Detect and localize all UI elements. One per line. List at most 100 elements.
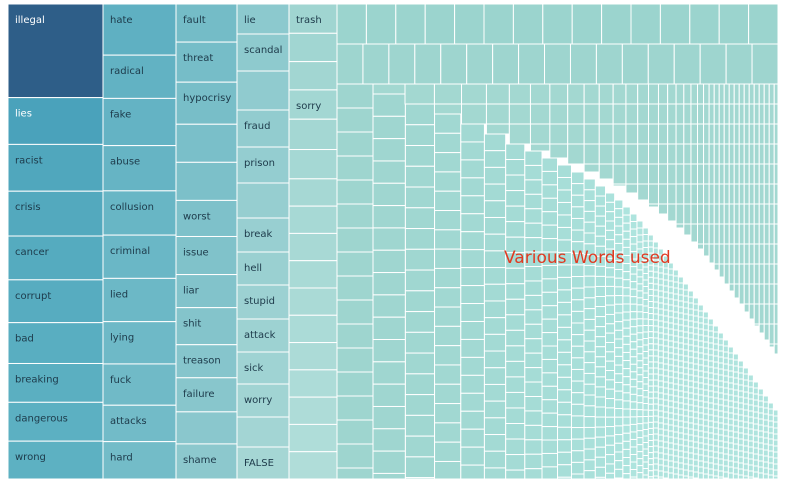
- small-word-tile: [722, 345, 729, 353]
- small-word-tile: [708, 143, 715, 165]
- small-word-tile: [557, 401, 572, 416]
- small-word-tile: [737, 360, 744, 368]
- small-word-tile: [652, 331, 659, 339]
- small-word-tile: [672, 311, 679, 319]
- small-word-tile: [460, 392, 485, 412]
- small-word-tile: [687, 476, 694, 480]
- small-word-tile: [524, 352, 543, 369]
- small-word-tile: [557, 164, 572, 178]
- small-word-tile: [768, 163, 775, 185]
- small-word-tile: [524, 150, 543, 166]
- small-word-tile: [642, 350, 649, 359]
- small-word-tile: [483, 3, 514, 45]
- small-word-tile: [657, 290, 664, 298]
- small-word-tile: [690, 103, 699, 125]
- small-word-tile: [434, 306, 462, 327]
- word-label-racist: racist: [15, 155, 43, 166]
- small-word-tile: [647, 367, 654, 375]
- small-word-tile: [768, 183, 775, 205]
- small-word-tile: [541, 157, 559, 172]
- small-word-tile: [372, 227, 406, 251]
- small-word-tile: [713, 183, 720, 205]
- small-word-tile: [682, 343, 689, 351]
- word-tile-failure: [175, 377, 238, 413]
- small-word-tile: [773, 283, 779, 305]
- word-label-worst: worst: [183, 211, 211, 222]
- small-word-tile: [652, 433, 659, 441]
- small-word-tile: [636, 290, 644, 299]
- word-tile-col3-2: [236, 70, 290, 111]
- small-word-tile: [637, 123, 650, 145]
- small-word-tile: [692, 423, 699, 431]
- small-word-tile: [712, 469, 719, 477]
- small-word-tile: [542, 3, 573, 45]
- small-word-tile: [682, 457, 689, 465]
- small-word-tile: [682, 325, 689, 333]
- small-word-tile: [747, 374, 754, 382]
- small-word-tile: [524, 367, 543, 383]
- word-tile-col4-11: [288, 314, 338, 344]
- small-word-tile: [557, 414, 572, 428]
- small-word-tile: [733, 203, 740, 225]
- small-word-tile: [692, 333, 699, 341]
- small-word-tile: [629, 446, 638, 455]
- small-word-tile: [404, 103, 436, 126]
- word-label-breaking: breaking: [15, 374, 59, 385]
- small-word-tile: [728, 283, 735, 292]
- small-word-tile: [722, 357, 729, 365]
- small-word-tile: [742, 433, 749, 441]
- small-word-tile: [672, 317, 679, 325]
- small-word-tile: [687, 290, 694, 298]
- small-word-tile: [372, 316, 406, 341]
- word-tile-col4-2: [288, 61, 338, 91]
- small-word-tile: [732, 443, 739, 451]
- small-word-tile: [752, 423, 759, 431]
- small-word-tile: [642, 311, 649, 320]
- small-word-tile: [648, 143, 659, 165]
- small-word-tile: [677, 462, 684, 470]
- small-word-tile: [768, 83, 775, 105]
- small-word-tile: [737, 372, 744, 380]
- small-word-tile: [541, 291, 559, 307]
- small-word-tile: [762, 437, 769, 445]
- small-word-tile: [737, 384, 744, 392]
- small-word-tile: [682, 313, 689, 321]
- small-word-tile: [372, 182, 406, 207]
- small-word-tile: [677, 330, 684, 338]
- small-word-tile: [692, 357, 699, 365]
- small-word-tile: [647, 343, 654, 351]
- small-word-tile: [687, 458, 694, 466]
- small-word-tile: [687, 398, 694, 406]
- word-tile-treason: [175, 344, 238, 379]
- small-word-tile: [652, 301, 659, 309]
- small-word-tile: [647, 421, 654, 429]
- small-word-tile: [372, 339, 406, 363]
- small-word-tile: [738, 123, 745, 145]
- small-word-tile: [657, 422, 664, 430]
- small-word-tile: [757, 460, 764, 468]
- small-word-tile: [725, 43, 753, 85]
- small-word-tile: [524, 309, 543, 325]
- small-word-tile: [742, 445, 749, 453]
- small-word-tile: [636, 437, 644, 446]
- small-word-tile: [713, 223, 720, 245]
- small-word-tile: [570, 427, 585, 440]
- small-word-tile: [697, 316, 704, 324]
- small-word-tile: [737, 390, 744, 398]
- small-word-tile: [773, 123, 779, 145]
- small-word-tile: [667, 430, 674, 438]
- small-word-tile: [604, 276, 616, 287]
- small-word-tile: [702, 377, 709, 385]
- small-word-tile: [657, 410, 664, 418]
- small-word-tile: [372, 115, 406, 140]
- small-word-tile: [662, 453, 669, 461]
- small-word-tile: [707, 378, 714, 386]
- small-word-tile: [594, 195, 606, 207]
- small-word-tile: [677, 360, 684, 368]
- small-word-tile: [737, 378, 744, 386]
- small-word-tile: [466, 43, 494, 85]
- small-word-tile: [647, 403, 654, 411]
- small-word-tile: [505, 345, 526, 362]
- small-word-tile: [648, 123, 659, 145]
- small-word-tile: [732, 467, 739, 475]
